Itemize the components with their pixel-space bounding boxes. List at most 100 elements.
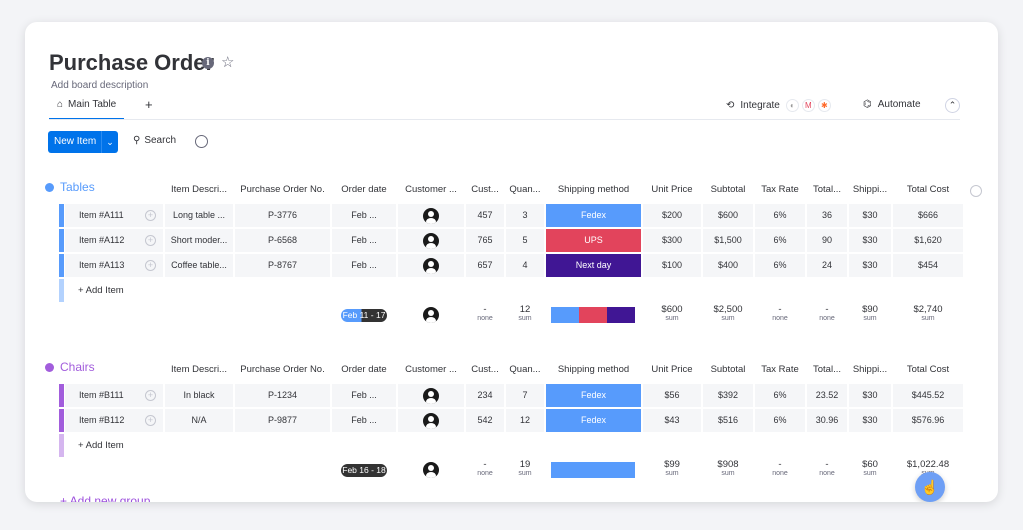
column-header[interactable]: Tax Rate	[761, 184, 799, 195]
item-name[interactable]: Item #B112	[65, 409, 163, 432]
cell-qty[interactable]: 12	[506, 409, 544, 432]
column-header[interactable]: Order date	[341, 184, 387, 195]
customer-cell[interactable]	[398, 254, 464, 277]
cell-qty[interactable]: 4	[506, 254, 544, 277]
cell-cust[interactable]: 765	[466, 229, 504, 252]
column-header[interactable]: Purchase Order No.	[240, 184, 325, 195]
cell-desc[interactable]: Long table ...	[165, 204, 233, 227]
group-title[interactable]: Chairs	[45, 360, 95, 374]
column-header[interactable]: Tax Rate	[761, 364, 799, 375]
cell-tax[interactable]: 6%	[755, 254, 805, 277]
cell-date[interactable]: Feb ...	[332, 409, 396, 432]
column-header[interactable]: Quan...	[509, 364, 541, 375]
cell-cust[interactable]: 657	[466, 254, 504, 277]
add-column-icon[interactable]	[970, 185, 982, 197]
cell-qty[interactable]: 3	[506, 204, 544, 227]
status-badge[interactable]: Fedex	[546, 204, 641, 227]
cell-shipping[interactable]: $30	[849, 204, 891, 227]
integrate-button[interactable]: ⟲ Integrate ◐ M ✱	[726, 99, 831, 112]
status-badge[interactable]: UPS	[546, 229, 641, 252]
column-header[interactable]: Total...	[813, 184, 841, 195]
cell-unit[interactable]: $100	[643, 254, 701, 277]
cell-unit[interactable]: $56	[643, 384, 701, 407]
customer-cell[interactable]	[398, 384, 464, 407]
column-header[interactable]: Shippi...	[852, 184, 888, 195]
cell-shipping[interactable]: $30	[849, 254, 891, 277]
cell-cust[interactable]: 542	[466, 409, 504, 432]
cell-po[interactable]: P-3776	[235, 204, 330, 227]
cell-total[interactable]: 24	[807, 254, 847, 277]
add-update-icon[interactable]: +	[145, 415, 156, 426]
cell-subtotal[interactable]: $516	[703, 409, 753, 432]
cell-unit[interactable]: $43	[643, 409, 701, 432]
column-header[interactable]: Purchase Order No.	[240, 364, 325, 375]
status-badge[interactable]: Next day	[546, 254, 641, 277]
cell-desc[interactable]: Short moder...	[165, 229, 233, 252]
board-title[interactable]: Purchase Order	[49, 50, 215, 75]
cell-shipping[interactable]: $30	[849, 229, 891, 252]
cell-po[interactable]: P-1234	[235, 384, 330, 407]
star-icon[interactable]: ☆	[221, 54, 235, 71]
collapse-header-button[interactable]: ⌃	[945, 98, 960, 113]
item-name[interactable]: Item #A112	[65, 229, 163, 252]
add-item-input[interactable]: + Add Item	[78, 440, 124, 451]
add-update-icon[interactable]: +	[145, 260, 156, 271]
item-name[interactable]: Item #A111	[65, 204, 163, 227]
cell-date[interactable]: Feb ...	[332, 229, 396, 252]
person-filter-icon[interactable]	[195, 135, 208, 148]
column-header[interactable]: Subtotal	[710, 364, 746, 375]
column-header[interactable]: Total Cost	[906, 184, 950, 195]
cell-cust[interactable]: 234	[466, 384, 504, 407]
cell-qty[interactable]: 7	[506, 384, 544, 407]
status-badge[interactable]: Fedex	[546, 409, 641, 432]
column-header[interactable]: Unit Price	[651, 184, 693, 195]
cell-cost[interactable]: $454	[893, 254, 963, 277]
cell-po[interactable]: P-9877	[235, 409, 330, 432]
add-new-group-button[interactable]: + Add new group	[60, 494, 151, 502]
column-header[interactable]: Subtotal	[710, 184, 746, 195]
tab-main-table[interactable]: ⌂ Main Table	[49, 96, 125, 120]
column-header[interactable]: Item Descri...	[171, 184, 227, 195]
new-item-button[interactable]: New Item ⌄	[48, 131, 118, 153]
add-update-icon[interactable]: +	[145, 210, 156, 221]
item-name[interactable]: Item #A113	[65, 254, 163, 277]
status-badge[interactable]: Fedex	[546, 384, 641, 407]
column-header[interactable]: Shippi...	[852, 364, 888, 375]
column-header[interactable]: Cust...	[471, 184, 499, 195]
cell-tax[interactable]: 6%	[755, 409, 805, 432]
cell-shipping[interactable]: $30	[849, 384, 891, 407]
cell-total[interactable]: 30.96	[807, 409, 847, 432]
cell-cost[interactable]: $445.52	[893, 384, 963, 407]
cell-qty[interactable]: 5	[506, 229, 544, 252]
cell-total[interactable]: 90	[807, 229, 847, 252]
cell-tax[interactable]: 6%	[755, 384, 805, 407]
search-button[interactable]: ⚲ Search	[133, 135, 176, 146]
cell-tax[interactable]: 6%	[755, 229, 805, 252]
column-header[interactable]: Cust...	[471, 364, 499, 375]
column-header[interactable]: Customer ...	[405, 184, 457, 195]
chevron-down-icon[interactable]: ⌄	[101, 131, 118, 153]
cell-po[interactable]: P-6568	[235, 229, 330, 252]
cell-total[interactable]: 23.52	[807, 384, 847, 407]
cell-subtotal[interactable]: $1,500	[703, 229, 753, 252]
column-header[interactable]: Total...	[813, 364, 841, 375]
column-header[interactable]: Item Descri...	[171, 364, 227, 375]
cell-subtotal[interactable]: $392	[703, 384, 753, 407]
help-hand-icon[interactable]: ☝	[915, 472, 945, 502]
group-chevron-icon[interactable]	[45, 182, 54, 192]
add-tab-button[interactable]: +	[145, 97, 153, 112]
add-item-input[interactable]: + Add Item	[78, 285, 124, 296]
cell-unit[interactable]: $300	[643, 229, 701, 252]
customer-cell[interactable]	[398, 204, 464, 227]
cell-po[interactable]: P-8767	[235, 254, 330, 277]
cell-desc[interactable]: In black	[165, 384, 233, 407]
cell-cost[interactable]: $576.96	[893, 409, 963, 432]
cell-subtotal[interactable]: $600	[703, 204, 753, 227]
cell-cust[interactable]: 457	[466, 204, 504, 227]
column-header[interactable]: Order date	[341, 364, 387, 375]
cell-desc[interactable]: N/A	[165, 409, 233, 432]
cell-cost[interactable]: $666	[893, 204, 963, 227]
automate-button[interactable]: ⌬ Automate	[863, 99, 921, 110]
group-chevron-icon[interactable]	[45, 362, 54, 372]
cell-total[interactable]: 36	[807, 204, 847, 227]
